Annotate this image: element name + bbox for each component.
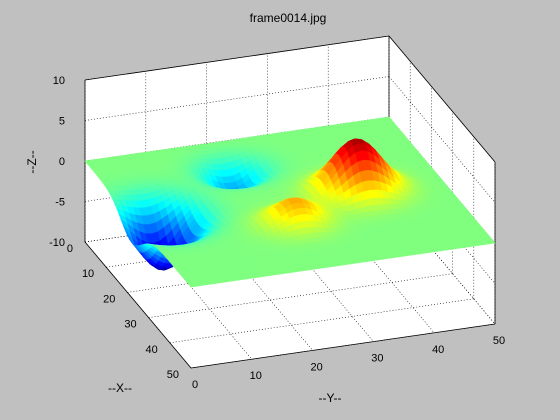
x-axis-label: --X-- xyxy=(108,381,132,395)
x-tick-label: 10 xyxy=(82,268,94,280)
surface-mesh xyxy=(84,116,496,288)
grid-line xyxy=(84,76,390,121)
z-axis-label: --Z-- xyxy=(25,150,39,173)
axis-line xyxy=(388,35,496,163)
x-tick-label: 40 xyxy=(146,344,158,356)
z-tick-label: 5 xyxy=(59,116,65,128)
x-tick-label: 20 xyxy=(103,293,115,305)
axis-line xyxy=(84,241,192,369)
grid-line xyxy=(169,298,474,344)
y-axis-label: --Y-- xyxy=(319,391,342,405)
axis-line xyxy=(84,35,390,81)
z-tick-label: 0 xyxy=(59,156,65,168)
x-tick-label: 30 xyxy=(124,319,136,331)
grid-line xyxy=(388,76,496,203)
tick-labels: -10 -5 0 5 10 0 10 20 30 40 50 0 10 20 30 40 50 xyxy=(49,75,505,391)
y-tick-label: 0 xyxy=(192,379,198,391)
x-tick-label: 0 xyxy=(67,243,73,255)
y-tick-label: 40 xyxy=(432,344,444,356)
z-tick-label: -5 xyxy=(55,197,65,209)
chart-title: frame0014.jpg xyxy=(250,11,327,25)
y-tick-label: 20 xyxy=(310,361,322,373)
y-tick-label: 50 xyxy=(493,335,505,347)
x-tick-label: 50 xyxy=(167,369,179,381)
surface-cell xyxy=(188,283,198,288)
y-tick-label: 10 xyxy=(250,370,262,382)
axis-line xyxy=(190,323,496,369)
z-tick-label: -10 xyxy=(49,237,65,249)
z-tick-label: 10 xyxy=(53,75,65,87)
grid-line xyxy=(148,273,453,318)
y-tick-label: 30 xyxy=(371,353,383,365)
